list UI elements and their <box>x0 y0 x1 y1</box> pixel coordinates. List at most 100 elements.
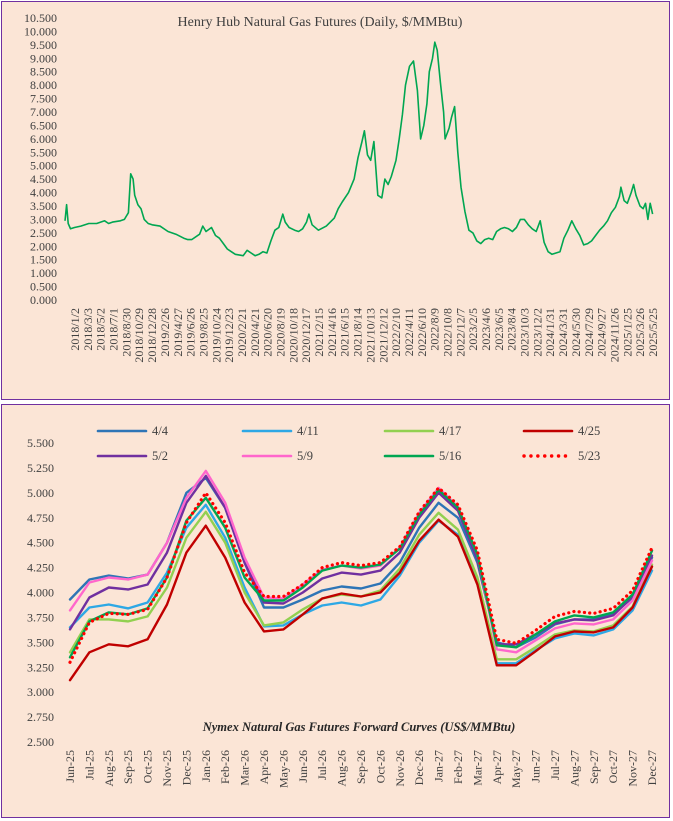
x-tick-label: Feb-27 <box>451 750 465 784</box>
x-tick-label: Dec-27 <box>645 750 659 785</box>
x-tick-label: 2024/3/31 <box>556 308 570 357</box>
x-tick-label: 2023/6/5 <box>492 308 506 351</box>
series-line-5-23 <box>68 486 654 664</box>
series-line-5-9 <box>68 469 654 654</box>
x-tick-label: 2021/2/15 <box>312 308 326 357</box>
y-tick-label: 10.500 <box>24 11 57 25</box>
x-tick-label: Apr-27 <box>490 750 504 784</box>
y-tick-label: 3.250 <box>27 660 54 674</box>
x-tick-label: 2022/2/10 <box>389 308 403 357</box>
x-tick-label: Aug-25 <box>102 750 116 787</box>
legend-label: 5/2 <box>152 449 168 463</box>
x-tick-label: 2020/2/21 <box>235 308 249 357</box>
series-line-5-2 <box>68 474 654 646</box>
x-tick-label: Oct-25 <box>141 750 155 783</box>
legend-label: 5/23 <box>578 449 600 463</box>
x-tick-label: 2019/2/26 <box>158 308 172 357</box>
legend-label: 5/9 <box>297 449 313 463</box>
x-tick-label: 2025/3/26 <box>633 308 647 357</box>
y-tick-label: 4.750 <box>27 511 54 525</box>
x-tick-label: Jun-27 <box>529 750 543 783</box>
series-line-4-11 <box>68 503 654 665</box>
y-tick-label: 3.750 <box>27 610 54 624</box>
x-tick-label: 2024/7/29 <box>582 308 596 357</box>
y-tick-label: 4.500 <box>27 536 54 550</box>
x-tick-label: 2019/4/27 <box>171 308 185 357</box>
x-tick-label: 2018/7/1 <box>107 308 121 351</box>
x-tick-label: Jan-27 <box>432 750 446 782</box>
x-tick-label: Jul-27 <box>548 750 562 780</box>
y-tick-label: 3.500 <box>27 635 54 649</box>
y-tick-label: 3.000 <box>30 212 57 226</box>
x-tick-label: 2023/10/3 <box>518 308 532 357</box>
x-tick-label: Nov-27 <box>626 750 640 787</box>
x-tick-label: 2018/8/30 <box>119 308 133 357</box>
x-tick-label: May-27 <box>509 750 523 788</box>
x-tick-label: 2024/9/27 <box>595 308 609 357</box>
y-tick-label: 9.000 <box>30 51 57 65</box>
price-series-line <box>64 41 654 257</box>
x-tick-label: 2023/4/6 <box>479 308 493 351</box>
x-tick-label: Jul-25 <box>82 750 96 780</box>
x-tick-label: 2018/10/29 <box>132 308 146 363</box>
y-tick-label: 3.000 <box>27 685 54 699</box>
x-tick-label: Dec-26 <box>412 750 426 785</box>
henry-hub-chart-panel <box>1 1 670 400</box>
x-tick-label: 2024/1/31 <box>543 308 557 357</box>
x-tick-label: Aug-26 <box>335 750 349 787</box>
x-tick-label: Aug-27 <box>567 750 581 787</box>
x-tick-label: Jun-26 <box>296 750 310 783</box>
x-tick-label: Jul-26 <box>315 750 329 780</box>
x-tick-label: Jan-26 <box>199 750 213 782</box>
x-tick-label: 2020/12/17 <box>299 308 313 363</box>
x-tick-label: Oct-27 <box>606 750 620 783</box>
x-tick-label: Oct-26 <box>373 750 387 783</box>
x-tick-label: 2020/4/21 <box>248 308 262 357</box>
x-tick-label: Sep-25 <box>121 750 135 784</box>
y-tick-label: 1.000 <box>30 266 57 280</box>
y-tick-label: 6.000 <box>30 132 57 146</box>
x-tick-label: 2022/8/9 <box>428 308 442 351</box>
x-tick-label: 2021/6/15 <box>338 308 352 357</box>
x-tick-label: Nov-25 <box>160 750 174 787</box>
x-tick-label: 2019/12/23 <box>222 308 236 363</box>
x-tick-label: 2018/12/28 <box>145 308 159 363</box>
x-tick-label: Dec-25 <box>179 750 193 785</box>
y-tick-label: 7.000 <box>30 105 57 119</box>
series-line-4-25 <box>68 518 654 682</box>
y-tick-label: 4.250 <box>27 561 54 575</box>
x-tick-label: Mar-27 <box>470 750 484 786</box>
y-tick-label: 5.000 <box>30 159 57 173</box>
x-tick-label: 2021/10/13 <box>363 308 377 363</box>
x-tick-label: 2018/3/3 <box>81 308 95 351</box>
legend-label: 4/17 <box>439 424 461 438</box>
x-tick-label: 2023/12/2 <box>530 308 544 357</box>
y-tick-label: 6.500 <box>30 118 57 132</box>
y-tick-label: 7.500 <box>30 92 57 106</box>
y-tick-label: 2.500 <box>27 735 54 749</box>
x-tick-label: 2025/5/25 <box>646 308 660 357</box>
y-tick-label: 4.000 <box>30 186 57 200</box>
y-tick-label: 9.500 <box>30 38 57 52</box>
x-tick-label: 2025/1/25 <box>620 308 634 357</box>
x-tick-label: 2024/5/30 <box>569 308 583 357</box>
x-tick-label: 2021/12/12 <box>376 308 390 363</box>
y-tick-label: 2.000 <box>30 239 57 253</box>
y-tick-label: 2.500 <box>30 226 57 240</box>
legend-label: 4/4 <box>152 424 169 438</box>
x-tick-label: 2021/4/16 <box>325 308 339 357</box>
x-tick-label: Nov-26 <box>393 750 407 787</box>
x-tick-label: 2024/11/26 <box>607 308 621 362</box>
x-tick-label: 2018/1/2 <box>68 308 82 351</box>
x-tick-label: 2023/2/5 <box>466 308 480 351</box>
x-tick-label: 2018/5/2 <box>94 308 108 351</box>
x-tick-label: 2020/8/19 <box>274 308 288 357</box>
x-tick-label: 2023/8/4 <box>505 308 519 351</box>
y-tick-label: 3.500 <box>30 199 57 213</box>
y-tick-label: 5.500 <box>27 436 54 450</box>
y-tick-label: 5.250 <box>27 461 54 475</box>
x-tick-label: Mar-26 <box>238 750 252 786</box>
x-tick-label: 2019/8/25 <box>196 308 210 357</box>
